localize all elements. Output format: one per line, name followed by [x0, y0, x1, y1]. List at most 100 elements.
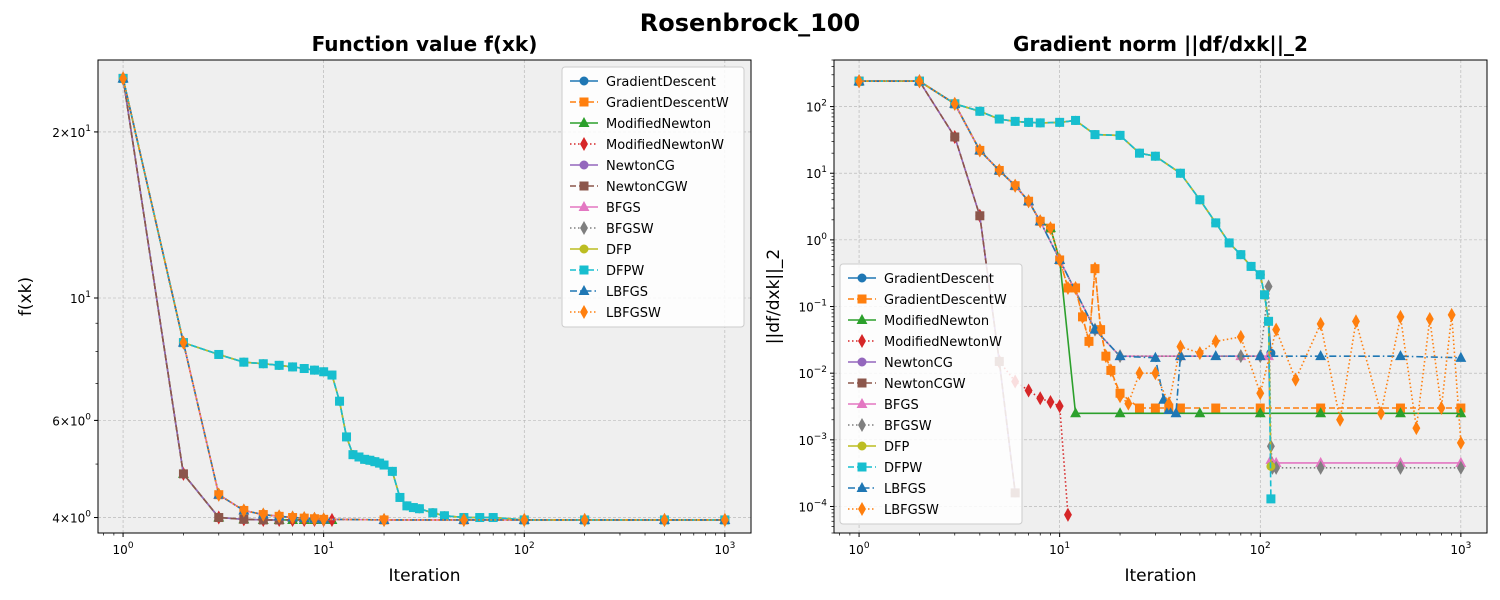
data-point	[720, 512, 729, 527]
data-point	[439, 511, 449, 521]
data-point	[1164, 396, 1173, 411]
legend-marker	[579, 181, 589, 191]
legend-entry: GradientDescent	[848, 272, 994, 287]
data-point	[1395, 407, 1406, 418]
data-point	[1256, 386, 1265, 401]
data-point	[1116, 389, 1125, 404]
subplot-title: Gradient norm ||df/dxk||_2	[1013, 32, 1308, 56]
x-tick-label: 102	[514, 541, 535, 557]
axes-frame	[97, 59, 752, 534]
major-ticks	[830, 106, 1462, 537]
series-LBFGSW	[855, 74, 1465, 450]
data-point	[1024, 383, 1033, 398]
data-point	[1272, 322, 1281, 337]
data-point	[1264, 316, 1274, 326]
legend-label: LBFGSW	[884, 503, 939, 518]
legend-label: LBFGSW	[606, 306, 661, 321]
legend-marker	[857, 273, 867, 283]
x-tick-label: 100	[849, 541, 870, 557]
axes-frame	[833, 59, 1488, 534]
data-point	[950, 96, 959, 111]
data-point	[1176, 339, 1185, 354]
data-point	[975, 106, 985, 116]
y-axis-label: f(xk)	[16, 277, 36, 316]
legend-entry: BFGS	[848, 397, 919, 413]
data-point	[214, 513, 224, 523]
data-point	[259, 507, 268, 522]
data-point	[1011, 178, 1020, 193]
data-point	[1291, 372, 1300, 387]
subplot-2: 100 101 102 103 10−4 10−3 10−2 10−1 100 101 102 Gra…	[764, 32, 1488, 586]
data-point	[395, 492, 405, 502]
legend-label: BFGS	[884, 398, 919, 413]
data-point	[214, 487, 223, 502]
legend-label: NewtonCG	[606, 159, 675, 174]
data-point	[1224, 238, 1234, 248]
y-tick-label: 100	[806, 232, 827, 248]
legend-entry: BFGSW	[848, 417, 932, 434]
legend-box	[561, 66, 745, 328]
legend-label: GradientDescent	[606, 75, 716, 90]
data-point	[1211, 334, 1220, 349]
legend-entry: LBFGSW	[848, 501, 939, 518]
data-point	[520, 512, 529, 527]
data-point	[915, 74, 924, 89]
data-point	[119, 71, 128, 86]
legend-entry: ModifiedNewtonW	[570, 136, 724, 153]
legend-marker	[857, 462, 867, 472]
data-point	[994, 114, 1004, 124]
legend-entry: GradientDescentW	[570, 96, 729, 111]
data-point	[1316, 316, 1325, 331]
data-point	[1236, 329, 1245, 344]
legend-entry: ModifiedNewtonW	[848, 333, 1002, 350]
data-point	[1395, 350, 1406, 361]
legend-marker	[580, 220, 588, 236]
legend-entry: NewtonCG	[848, 356, 953, 371]
data-point	[1255, 270, 1265, 280]
legend-marker	[856, 313, 868, 324]
legend-marker	[579, 265, 589, 275]
data-point	[1151, 366, 1160, 381]
data-point	[1210, 350, 1222, 361]
data-point	[299, 364, 309, 374]
data-point	[1336, 412, 1345, 427]
legend-entry: GradientDescentW	[848, 293, 1007, 308]
y-tick-label: 10−2	[798, 365, 827, 381]
legend-entry: NewtonCGW	[848, 377, 966, 392]
panels: 100 101 102 103 4×100 6×100 101 2×101 Function v…	[16, 32, 1488, 586]
data-point	[1456, 435, 1465, 450]
legend-marker	[578, 200, 590, 211]
legend-label: GradientDescent	[884, 272, 994, 287]
y-tick-label: 4×100	[52, 510, 91, 526]
series-line-LBFGS	[122, 78, 725, 521]
data-point	[1315, 407, 1327, 418]
data-point	[387, 466, 397, 476]
data-point	[1096, 322, 1105, 337]
data-point	[1254, 407, 1266, 418]
data-point	[1106, 363, 1115, 378]
legend-marker	[579, 97, 589, 107]
legend-marker	[578, 284, 590, 295]
data-point	[1412, 421, 1421, 436]
data-point	[1254, 350, 1266, 361]
data-point	[288, 362, 298, 372]
data-point	[274, 360, 284, 370]
data-point	[1315, 350, 1327, 361]
data-point	[342, 432, 352, 442]
legend-marker	[856, 481, 868, 492]
legend-label: BFGS	[606, 201, 641, 216]
data-point	[1063, 507, 1072, 522]
legend-label: ModifiedNewtonW	[884, 335, 1002, 350]
data-point	[950, 132, 960, 142]
data-point	[1091, 261, 1099, 276]
data-point	[1195, 346, 1204, 361]
data-point	[1396, 309, 1405, 324]
y-tick-label: 101	[70, 290, 91, 306]
data-point	[1437, 401, 1446, 416]
legend-label: NewtonCGW	[606, 180, 688, 195]
data-point	[975, 143, 984, 158]
data-point	[1455, 351, 1467, 362]
legend-marker	[858, 333, 866, 349]
data-point	[1150, 403, 1160, 413]
legend-label: BFGSW	[606, 222, 654, 237]
